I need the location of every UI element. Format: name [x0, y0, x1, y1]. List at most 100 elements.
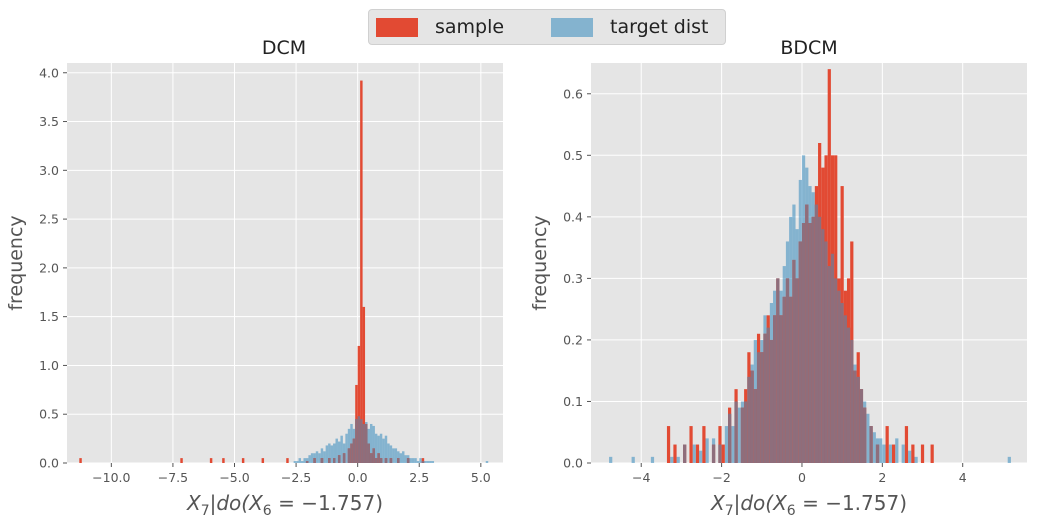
bar-overlap — [773, 315, 777, 463]
bar-target — [402, 451, 405, 463]
bar-target — [296, 461, 299, 463]
bar-sample — [904, 426, 909, 463]
bar-overlap — [827, 266, 831, 463]
bar-overlap — [830, 253, 835, 463]
bar-target — [879, 438, 883, 463]
bar-overlap — [728, 413, 732, 463]
bar-sample — [885, 426, 889, 463]
bar-overlap — [377, 453, 380, 463]
bar-target — [337, 441, 341, 463]
bar-overlap — [744, 401, 748, 463]
bar-target — [908, 450, 912, 463]
x-tick-label: −2.5 — [281, 470, 311, 485]
chart-title: DCM — [262, 37, 306, 59]
bar-sample — [911, 444, 915, 463]
bar-target — [429, 461, 432, 463]
bar-target — [301, 461, 304, 463]
bar-target — [340, 435, 343, 463]
bar-target — [411, 458, 415, 463]
bar-overlap — [347, 448, 351, 463]
bar-overlap — [808, 223, 812, 463]
bar-target — [419, 458, 422, 463]
bar-sample — [286, 458, 289, 463]
bar-target — [347, 428, 351, 463]
bar-overlap — [362, 423, 366, 463]
y-tick-label: 0.5 — [39, 407, 59, 422]
bar-target — [409, 458, 412, 463]
x-tick-label: 4 — [959, 470, 967, 485]
bar-sample — [241, 458, 245, 463]
bar-sample — [920, 444, 925, 463]
bar-overlap — [372, 448, 375, 463]
y-tick-label: 0.1 — [563, 394, 583, 409]
bar-overlap — [824, 241, 828, 463]
bar-overlap — [750, 370, 754, 463]
bar-overlap — [350, 443, 353, 463]
bar-overlap — [734, 401, 738, 463]
bar-overlap — [352, 438, 356, 463]
bar-target — [325, 445, 329, 463]
legend-item-sample: sample — [376, 10, 504, 44]
legend-item-target: target dist — [551, 10, 709, 44]
x-tick-label: 5.0 — [471, 470, 491, 485]
bar-target — [699, 450, 703, 463]
bar-overlap — [875, 444, 880, 463]
bar-overlap — [785, 278, 790, 463]
bar-target — [724, 426, 729, 463]
bar-sample — [673, 444, 677, 463]
bar-target — [485, 461, 489, 463]
legend: sample target dist — [368, 9, 726, 45]
bar-target — [298, 458, 302, 463]
bar-sample — [930, 444, 934, 463]
bar-sample — [891, 444, 896, 463]
y-tick-label: 4.0 — [39, 65, 59, 80]
bar-overlap — [365, 423, 368, 463]
bar-target — [676, 456, 680, 463]
bar-target — [414, 458, 417, 463]
bar-overlap — [760, 352, 764, 463]
bar-overlap — [869, 426, 873, 463]
bar-overlap — [846, 327, 851, 463]
bar-target — [1007, 456, 1011, 463]
bar-overlap — [782, 296, 786, 463]
bar-overlap — [801, 223, 806, 463]
x-tick-label: 0.0 — [348, 470, 368, 485]
bar-overlap — [856, 376, 860, 463]
y-tick-label: 0.0 — [563, 456, 583, 471]
bar-overlap — [863, 407, 867, 463]
y-tick-label: 0.2 — [563, 332, 583, 347]
y-axis-label: frequency — [529, 215, 551, 310]
bar-overlap — [389, 458, 393, 463]
x-tick-label: 0 — [798, 470, 806, 485]
bar-sample — [261, 458, 265, 463]
y-tick-label: 0.6 — [563, 86, 583, 101]
bar-overlap — [374, 458, 378, 463]
bar-target — [609, 456, 613, 463]
bar-overlap — [397, 458, 400, 463]
x-tick-label: 2 — [878, 470, 886, 485]
bar-target — [369, 423, 373, 463]
bar-sample — [209, 458, 213, 463]
bar-target — [670, 456, 674, 463]
bar-overlap — [837, 290, 841, 463]
bar-overlap — [798, 241, 802, 463]
bar-target — [737, 407, 741, 463]
bar-sample — [79, 458, 82, 463]
chart-panel-1: −4 −2 0 2 4 0.0 0.1 0.2 0.3 0.4 0.5 0.6 BDCM frequenc… — [529, 37, 1027, 519]
bar-overlap — [747, 376, 751, 463]
legend-label-target: target dist — [610, 16, 709, 38]
bar-sample — [695, 444, 700, 463]
bar-target — [318, 453, 321, 463]
bar-overlap — [718, 444, 722, 463]
y-tick-label: 2.5 — [39, 212, 59, 227]
bar-target — [872, 432, 876, 463]
x-tick-label: 2.5 — [409, 470, 429, 485]
bar-overlap — [843, 315, 847, 463]
bar-target — [914, 456, 918, 463]
bar-target — [372, 425, 375, 463]
bar-target — [328, 443, 331, 463]
bar-target — [345, 433, 348, 463]
bar-sample — [360, 80, 363, 463]
bar-overlap — [357, 416, 361, 463]
